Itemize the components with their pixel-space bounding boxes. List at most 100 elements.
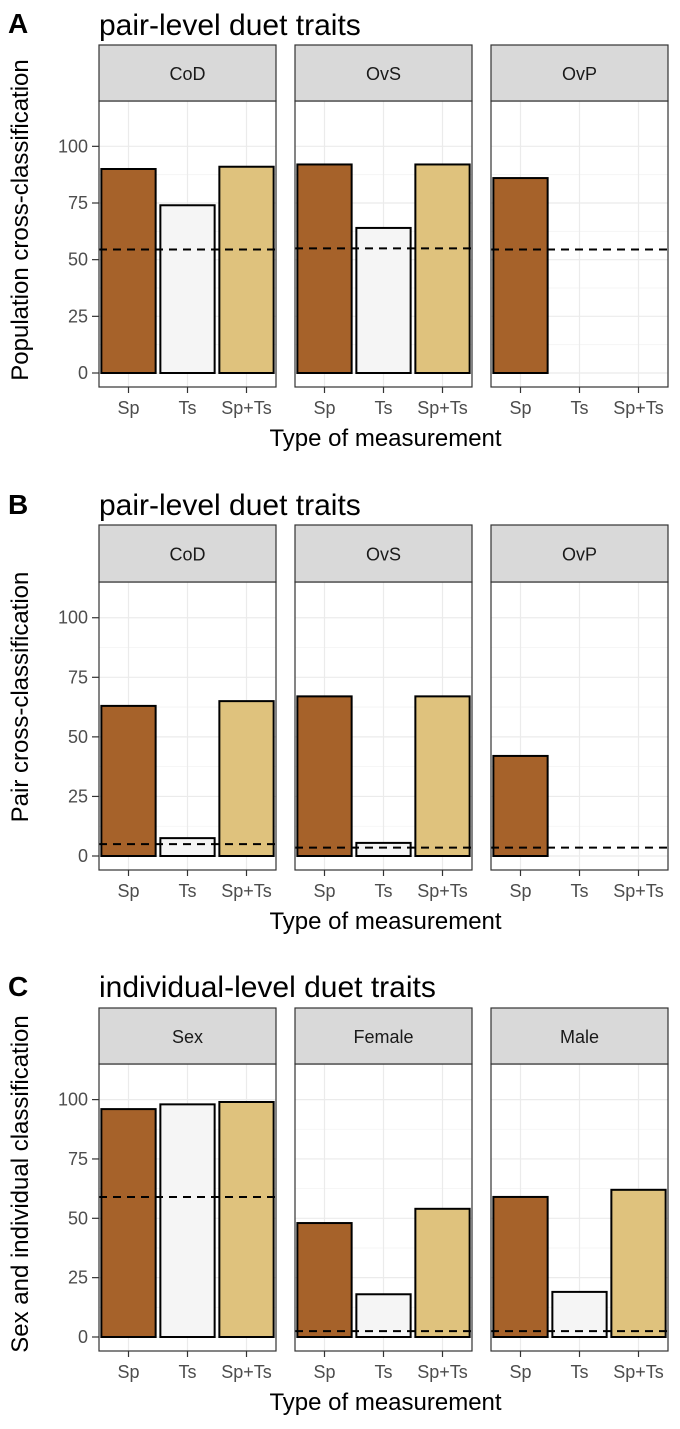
bar-ts: [159, 837, 216, 857]
y-tick-label: 100: [58, 136, 88, 156]
panel-letter: C: [8, 971, 28, 1002]
x-tick-label: Sp: [509, 1362, 531, 1382]
facet-label: OvP: [562, 545, 597, 565]
x-tick-label: Sp+Ts: [221, 881, 272, 901]
bar-ts: [355, 226, 412, 374]
x-tick-label: Sp+Ts: [221, 398, 272, 418]
bar-sp-plus-ts: [218, 1100, 275, 1339]
panel-letter: B: [8, 489, 28, 520]
bar-sp: [296, 695, 353, 858]
bar-sp: [492, 1195, 549, 1338]
x-tick-label: Sp+Ts: [613, 398, 664, 418]
y-axis-title: Population cross-classification: [7, 59, 34, 380]
x-tick-label: Sp: [313, 1362, 335, 1382]
facet-male: Male Sp Ts Sp+Ts: [490, 1007, 669, 1382]
facet-strip: [98, 44, 277, 102]
facet-strip: [294, 44, 473, 102]
y-tick-label: 25: [68, 1268, 88, 1288]
bar-sp: [100, 704, 157, 857]
facet-label: OvS: [366, 545, 401, 565]
y-tick-label: 75: [68, 667, 88, 687]
facet-label: CoD: [169, 64, 205, 84]
x-tick-label: Sp: [509, 881, 531, 901]
bar-ts: [159, 1103, 216, 1339]
facet-strip: [98, 524, 277, 583]
y-axis-title: Pair cross-classification: [7, 572, 34, 823]
bar-sp: [100, 1108, 157, 1339]
y-tick-label: 50: [68, 1208, 88, 1228]
x-tick-label: Ts: [375, 881, 393, 901]
facet-ovs: OvS Sp Ts Sp+Ts: [294, 524, 473, 901]
facet-strip: [294, 1007, 473, 1065]
x-tick-label: Ts: [571, 881, 589, 901]
bar-sp-plus-ts: [610, 1188, 667, 1338]
x-tick-label: Sp: [117, 1362, 139, 1382]
panel-letter: A: [8, 8, 28, 39]
x-axis-title: Type of measurement: [269, 1389, 501, 1416]
row-title: individual-level duet traits: [99, 971, 436, 1004]
facet-ovp: OvP Sp Ts Sp+Ts: [490, 524, 669, 901]
bar-sp-plus-ts: [414, 1207, 471, 1339]
y-tick-label: 100: [58, 608, 88, 628]
facet-label: Female: [353, 1027, 413, 1047]
bar-sp-plus-ts: [414, 695, 471, 858]
bar-sp-plus-ts: [218, 700, 275, 857]
facet-cod: CoD Sp Ts Sp+Ts: [98, 524, 277, 901]
bar-ts: [355, 1293, 412, 1338]
facet-label: Male: [560, 1027, 599, 1047]
bar-ts: [159, 204, 216, 374]
facet-label: Sex: [172, 1027, 203, 1047]
bar-ts: [551, 1290, 608, 1338]
facet-ovs: OvS Sp Ts Sp+Ts: [294, 44, 473, 418]
bar-sp-plus-ts: [414, 163, 471, 374]
bar-ts: [355, 841, 412, 857]
x-tick-label: Sp+Ts: [417, 398, 468, 418]
y-tick-label: 75: [68, 193, 88, 213]
x-tick-label: Sp: [117, 398, 139, 418]
y-tick-label: 50: [68, 250, 88, 270]
x-tick-label: Sp+Ts: [221, 1362, 272, 1382]
facet-label: OvS: [366, 64, 401, 84]
y-tick-label: 0: [78, 846, 88, 866]
x-tick-label: Sp: [313, 398, 335, 418]
x-tick-label: Sp+Ts: [417, 1362, 468, 1382]
facet-strip: [98, 1007, 277, 1065]
y-tick-label: 0: [78, 363, 88, 383]
x-tick-label: Ts: [571, 398, 589, 418]
bar-sp: [492, 177, 549, 374]
facet-label: OvP: [562, 64, 597, 84]
facet-strip: [490, 1007, 669, 1065]
x-tick-label: Sp: [313, 881, 335, 901]
y-tick-label: 25: [68, 786, 88, 806]
bar-sp: [100, 168, 157, 374]
y-tick-label: 25: [68, 306, 88, 326]
bar-sp: [296, 163, 353, 374]
facet-strip: [490, 44, 669, 102]
x-tick-label: Ts: [179, 1362, 197, 1382]
x-tick-label: Ts: [179, 881, 197, 901]
x-tick-label: Sp+Ts: [613, 881, 664, 901]
x-tick-label: Sp+Ts: [417, 881, 468, 901]
y-tick-label: 50: [68, 727, 88, 747]
bar-sp: [296, 1222, 353, 1338]
x-tick-label: Sp+Ts: [613, 1362, 664, 1382]
x-tick-label: Ts: [375, 1362, 393, 1382]
facet-strip: [294, 524, 473, 583]
y-tick-label: 75: [68, 1149, 88, 1169]
bar-sp-plus-ts: [218, 165, 275, 374]
facet-sex: Sex Sp Ts Sp+Ts: [98, 1007, 277, 1382]
facet-female: Female Sp Ts Sp+Ts: [294, 1007, 473, 1382]
x-tick-label: Ts: [375, 398, 393, 418]
facet-cod: CoD Sp Ts Sp+Ts: [98, 44, 277, 418]
y-tick-label: 0: [78, 1327, 88, 1347]
x-axis-title: Type of measurement: [269, 908, 501, 935]
facet-ovp: OvP Sp Ts Sp+Ts: [490, 44, 669, 418]
y-tick-label: 100: [58, 1090, 88, 1110]
x-tick-label: Sp: [117, 881, 139, 901]
x-tick-label: Ts: [571, 1362, 589, 1382]
facet-label: CoD: [169, 545, 205, 565]
